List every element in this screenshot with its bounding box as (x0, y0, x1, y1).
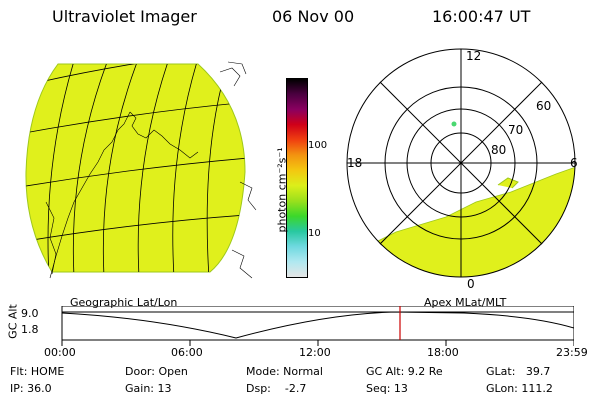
color-scale-tick-100: 100 (308, 140, 328, 151)
mlt-label-12: 12 (466, 49, 481, 63)
status-mode: Mode: Normal (246, 365, 323, 378)
instrument-title: Ultraviolet Imager (52, 7, 197, 26)
status-glon: GLon: 111.2 (486, 382, 553, 395)
status-seq: Seq: 13 (366, 382, 408, 395)
color-scale-unit: photon cm⁻²s⁻¹ (275, 147, 289, 233)
polar-mlt-plot: 12 18 6 0 60 70 80 (346, 48, 578, 291)
status-dsp: Dsp: -2.7 (246, 382, 307, 395)
color-scale-tick-10: 10 (308, 228, 321, 239)
mlat-label-80: 80 (491, 143, 506, 157)
time-tick-0600: 06:00 (171, 346, 203, 359)
status-gain: Gain: 13 (125, 382, 172, 395)
mlt-label-0: 0 (467, 277, 475, 291)
time-tick-1800: 18:00 (427, 346, 459, 359)
color-scale-bar (286, 78, 308, 278)
mlat-label-60: 60 (536, 99, 551, 113)
observation-time: 16:00:47 UT (432, 7, 531, 26)
observation-date: 06 Nov 00 (272, 7, 355, 26)
geographic-image (25, 61, 257, 279)
mlt-label-6: 6 (570, 156, 578, 170)
alt-tick-high: 9.0 (21, 307, 39, 320)
mlt-label-18: 18 (347, 156, 362, 170)
alt-tick-low: 1.8 (21, 323, 39, 336)
status-door: Door: Open (125, 365, 188, 378)
time-tick-2359: 23:59 (556, 346, 588, 359)
altitude-curve (61, 311, 574, 339)
coastlines (45, 61, 257, 279)
status-ip: IP: 36.0 (10, 382, 52, 395)
status-gc-alt: GC Alt: 9.2 Re (366, 365, 443, 378)
color-scale: 100 10 photon cm⁻²s⁻¹ (262, 78, 327, 278)
mlat-label-70: 70 (508, 123, 523, 137)
gc-alt-axis-label: GC Alt (6, 304, 20, 339)
time-tick-1200: 12:00 (299, 346, 331, 359)
time-tick-0000: 00:00 (44, 346, 76, 359)
altitude-timeline (61, 306, 574, 346)
aurora-spot (451, 121, 457, 127)
status-flt: Flt: HOME (10, 365, 65, 378)
status-glat: GLat: 39.7 (486, 365, 551, 378)
